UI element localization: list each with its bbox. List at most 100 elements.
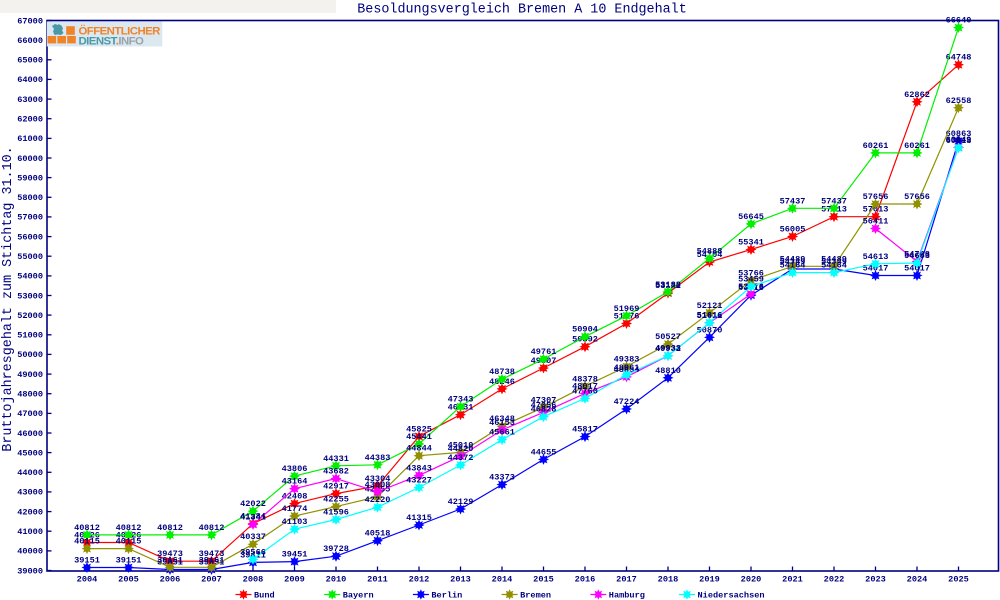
svg-text:2011: 2011 [367,575,388,585]
svg-text:40115: 40115 [116,537,142,547]
svg-text:41774: 41774 [282,504,308,514]
svg-text:53459: 53459 [738,275,764,285]
svg-text:45825: 45825 [406,424,432,434]
svg-text:42220: 42220 [365,495,391,505]
svg-text:39151: 39151 [116,556,142,566]
svg-text:43008: 43008 [365,480,391,490]
svg-text:46153: 46153 [489,418,515,428]
svg-text:2008: 2008 [243,575,264,585]
svg-text:47307: 47307 [531,395,557,405]
svg-text:56005: 56005 [780,225,806,235]
svg-text:65000: 65000 [17,56,43,66]
svg-text:57656: 57656 [863,192,889,202]
svg-text:53188: 53188 [655,280,681,290]
svg-text:2023: 2023 [865,575,886,585]
svg-text:44383: 44383 [365,453,391,463]
svg-text:62000: 62000 [17,115,43,125]
svg-text:55000: 55000 [17,252,43,262]
svg-text:2021: 2021 [782,575,803,585]
svg-text:39473: 39473 [157,549,183,559]
svg-text:40812: 40812 [74,523,100,533]
svg-text:54489: 54489 [780,254,806,264]
svg-text:50870: 50870 [697,325,723,335]
svg-text:2017: 2017 [616,575,637,585]
svg-text:64748: 64748 [946,53,972,63]
svg-text:67000: 67000 [17,16,43,26]
svg-text:56411: 56411 [863,217,889,227]
svg-text:DIENST.INFO: DIENST.INFO [79,36,145,48]
svg-text:2004: 2004 [77,575,98,585]
svg-text:57656: 57656 [904,192,930,202]
svg-text:Berlin: Berlin [431,590,462,600]
svg-text:54888: 54888 [697,246,723,256]
svg-text:45000: 45000 [17,448,43,458]
svg-text:57013: 57013 [863,205,889,215]
svg-text:ÖFFENTLICHER: ÖFFENTLICHER [79,24,161,37]
svg-text:45661: 45661 [489,428,515,438]
svg-text:42408: 42408 [282,492,308,502]
svg-text:51969: 51969 [614,304,640,314]
svg-text:54653: 54653 [904,251,930,261]
svg-text:56645: 56645 [738,212,764,222]
svg-text:45441: 45441 [406,432,432,442]
svg-text:58000: 58000 [17,193,43,203]
svg-text:54164: 54164 [821,261,847,271]
svg-text:59000: 59000 [17,173,43,183]
svg-text:40000: 40000 [17,547,43,557]
svg-text:47343: 47343 [448,395,474,405]
svg-text:49761: 49761 [531,347,557,357]
svg-text:2006: 2006 [160,575,181,585]
svg-text:39161: 39161 [199,555,225,565]
svg-text:54489: 54489 [821,254,847,264]
svg-text:45010: 45010 [448,440,474,450]
svg-text:Hamburg: Hamburg [609,590,645,600]
svg-text:54613: 54613 [863,252,889,262]
svg-text:2009: 2009 [284,575,305,585]
svg-text:44655: 44655 [531,447,557,457]
svg-text:64000: 64000 [17,75,43,85]
svg-text:46000: 46000 [17,429,43,439]
svg-text:2007: 2007 [201,575,222,585]
svg-text:43843: 43843 [406,463,432,473]
svg-text:51616: 51616 [697,311,723,321]
svg-text:2018: 2018 [658,575,679,585]
svg-text:40812: 40812 [199,523,225,533]
svg-text:63000: 63000 [17,95,43,105]
svg-text:57437: 57437 [821,196,847,206]
svg-text:52000: 52000 [17,311,43,321]
svg-text:48961: 48961 [614,363,640,373]
svg-text:43806: 43806 [282,464,308,474]
svg-text:2012: 2012 [409,575,430,585]
svg-text:44844: 44844 [406,444,432,454]
svg-text:42255: 42255 [323,495,349,505]
svg-text:54164: 54164 [780,261,806,271]
svg-text:2025: 2025 [948,575,969,585]
svg-text:41315: 41315 [406,513,432,523]
svg-text:57437: 57437 [780,196,806,206]
svg-text:53000: 53000 [17,291,43,301]
svg-text:41596: 41596 [323,508,349,518]
svg-text:2016: 2016 [575,575,596,585]
svg-text:60261: 60261 [904,141,930,151]
svg-text:43304: 43304 [365,474,391,484]
svg-text:43373: 43373 [489,473,515,483]
svg-text:41341: 41341 [240,513,266,523]
svg-text:2005: 2005 [118,575,139,585]
svg-text:46828: 46828 [531,405,557,415]
svg-text:49000: 49000 [17,370,43,380]
svg-text:48378: 48378 [572,374,598,384]
svg-text:39151: 39151 [74,556,100,566]
svg-text:61000: 61000 [17,134,43,144]
svg-text:52121: 52121 [697,301,723,311]
svg-text:39566: 39566 [240,547,266,557]
svg-text:40812: 40812 [116,523,142,533]
svg-text:39473: 39473 [199,549,225,559]
svg-text:Niedersachsen: Niedersachsen [698,590,765,600]
svg-text:60549: 60549 [946,135,972,145]
svg-text:42129: 42129 [448,497,474,507]
svg-text:48810: 48810 [655,366,681,376]
svg-text:41384: 41384 [240,512,266,522]
svg-text:2022: 2022 [824,575,845,585]
svg-text:42000: 42000 [17,507,43,517]
svg-text:2015: 2015 [533,575,554,585]
